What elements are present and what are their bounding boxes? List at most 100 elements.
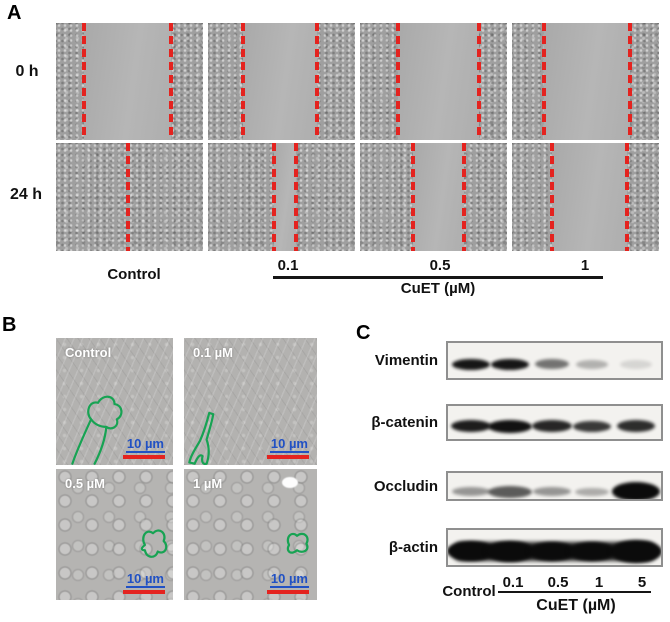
wound-image-24h-1 bbox=[512, 143, 659, 251]
blot-band bbox=[452, 487, 490, 497]
wound-edge-line bbox=[542, 23, 547, 140]
blot-vimentin bbox=[446, 341, 663, 380]
wound-gap bbox=[398, 23, 480, 140]
image-label: 0.1 µM bbox=[193, 345, 234, 360]
lane-label-1: 1 bbox=[594, 574, 604, 591]
bright-cell-blob bbox=[282, 476, 299, 488]
dose-group-label-a: CuET (µM) bbox=[400, 280, 476, 297]
wound-image-24h-0.1 bbox=[208, 143, 355, 251]
blot-band bbox=[576, 359, 608, 369]
scale-bar-line bbox=[123, 455, 165, 459]
image-label: 0.5 µM bbox=[65, 476, 106, 491]
scale-bar: 10 µm bbox=[267, 570, 309, 594]
blot-band bbox=[488, 419, 532, 433]
wound-edge-line bbox=[462, 143, 467, 251]
scale-bar: 10 µm bbox=[123, 435, 165, 459]
wound-gap bbox=[243, 23, 317, 140]
lane-label-control: Control bbox=[442, 583, 496, 600]
wound-edge-line bbox=[126, 143, 131, 251]
wound-image-0h-1 bbox=[512, 23, 659, 140]
wound-gap bbox=[544, 23, 630, 140]
wound-image-0h-0.5 bbox=[360, 23, 507, 140]
protein-label-beta-catenin: β-catenin bbox=[371, 414, 438, 431]
dose-group-label-c: CuET (µM) bbox=[536, 597, 616, 614]
blot-occludin bbox=[446, 471, 663, 501]
blot-band bbox=[610, 539, 661, 563]
blot-band bbox=[535, 359, 569, 370]
cell-outline-icon bbox=[56, 338, 173, 465]
wound-image-0h-0.1 bbox=[208, 23, 355, 140]
wound-gap bbox=[274, 143, 297, 251]
cell-outline-icon bbox=[184, 338, 317, 465]
scale-label: 10 µm bbox=[125, 436, 165, 453]
timepoint-0h-label: 0 h bbox=[15, 63, 39, 80]
column-label-control: Control bbox=[107, 266, 161, 283]
wound-image-0h-control bbox=[56, 23, 203, 140]
lane-label-0.1: 0.1 bbox=[502, 574, 524, 591]
blot-band bbox=[485, 540, 535, 562]
dose-group-line-c bbox=[498, 591, 651, 593]
wound-gap bbox=[551, 143, 627, 251]
blot-band bbox=[573, 420, 611, 432]
wound-edge-line bbox=[410, 143, 415, 251]
blot-band bbox=[612, 482, 660, 499]
blot-beta-catenin bbox=[446, 404, 663, 441]
wound-image-24h-0.5 bbox=[360, 143, 507, 251]
wound-edge-line bbox=[549, 143, 554, 251]
morphology-image-control: Control 10 µm bbox=[56, 338, 173, 465]
panel-c-label: C bbox=[356, 322, 371, 344]
wound-edge-line bbox=[624, 143, 629, 251]
scale-label: 10 µm bbox=[269, 436, 309, 453]
blot-band bbox=[575, 487, 609, 496]
panel-a-label: A bbox=[7, 2, 22, 24]
wound-edge-line bbox=[168, 23, 173, 140]
blot-band bbox=[528, 541, 576, 561]
protein-label-beta-actin: β-actin bbox=[388, 539, 438, 556]
cell-outline-icon bbox=[56, 469, 173, 600]
wound-edge-line bbox=[627, 23, 632, 140]
blot-beta-actin bbox=[446, 528, 663, 567]
wound-image-24h-control bbox=[56, 143, 203, 251]
blot-band bbox=[617, 420, 655, 433]
column-label-0.1: 0.1 bbox=[277, 257, 299, 274]
timepoint-24h-label: 24 h bbox=[9, 186, 42, 203]
morphology-image-0.5uM: 0.5 µM 10 µm bbox=[56, 469, 173, 600]
wound-edge-line bbox=[396, 23, 401, 140]
wound-edge-line bbox=[241, 23, 246, 140]
protein-label-vimentin: Vimentin bbox=[374, 352, 438, 369]
scale-bar-line bbox=[267, 455, 309, 459]
wound-edge-line bbox=[81, 23, 86, 140]
blot-band bbox=[568, 541, 616, 561]
protein-label-occludin: Occludin bbox=[373, 477, 438, 495]
blot-band bbox=[533, 487, 571, 497]
scale-bar: 10 µm bbox=[123, 570, 165, 594]
blot-band bbox=[448, 541, 495, 562]
column-label-0.5: 0.5 bbox=[429, 257, 451, 274]
scale-label: 10 µm bbox=[125, 571, 165, 588]
scale-bar-line bbox=[123, 590, 165, 594]
morphology-image-0.1uM: 0.1 µM 10 µm bbox=[184, 338, 317, 465]
image-label: 1 µM bbox=[193, 476, 223, 491]
wound-edge-line bbox=[477, 23, 482, 140]
wound-edge-line bbox=[314, 23, 319, 140]
dose-group-line bbox=[273, 276, 603, 279]
lane-label-0.5: 0.5 bbox=[547, 574, 569, 591]
blot-band bbox=[532, 420, 572, 433]
wound-edge-line bbox=[272, 143, 277, 251]
scale-label: 10 µm bbox=[269, 571, 309, 588]
image-label: Control bbox=[65, 345, 112, 360]
column-label-1: 1 bbox=[580, 257, 590, 274]
blot-band bbox=[452, 358, 490, 370]
blot-band bbox=[620, 359, 652, 369]
blot-band bbox=[491, 358, 529, 370]
morphology-image-1uM: 1 µM 10 µm bbox=[184, 469, 317, 600]
wound-gap bbox=[83, 23, 171, 140]
wound-edge-line bbox=[294, 143, 299, 251]
lane-label-5: 5 bbox=[637, 574, 647, 591]
blot-band bbox=[451, 420, 491, 433]
wound-gap bbox=[412, 143, 465, 251]
panel-b-label: B bbox=[2, 314, 17, 336]
blot-band bbox=[488, 485, 532, 498]
cell-outline-icon bbox=[184, 469, 317, 600]
